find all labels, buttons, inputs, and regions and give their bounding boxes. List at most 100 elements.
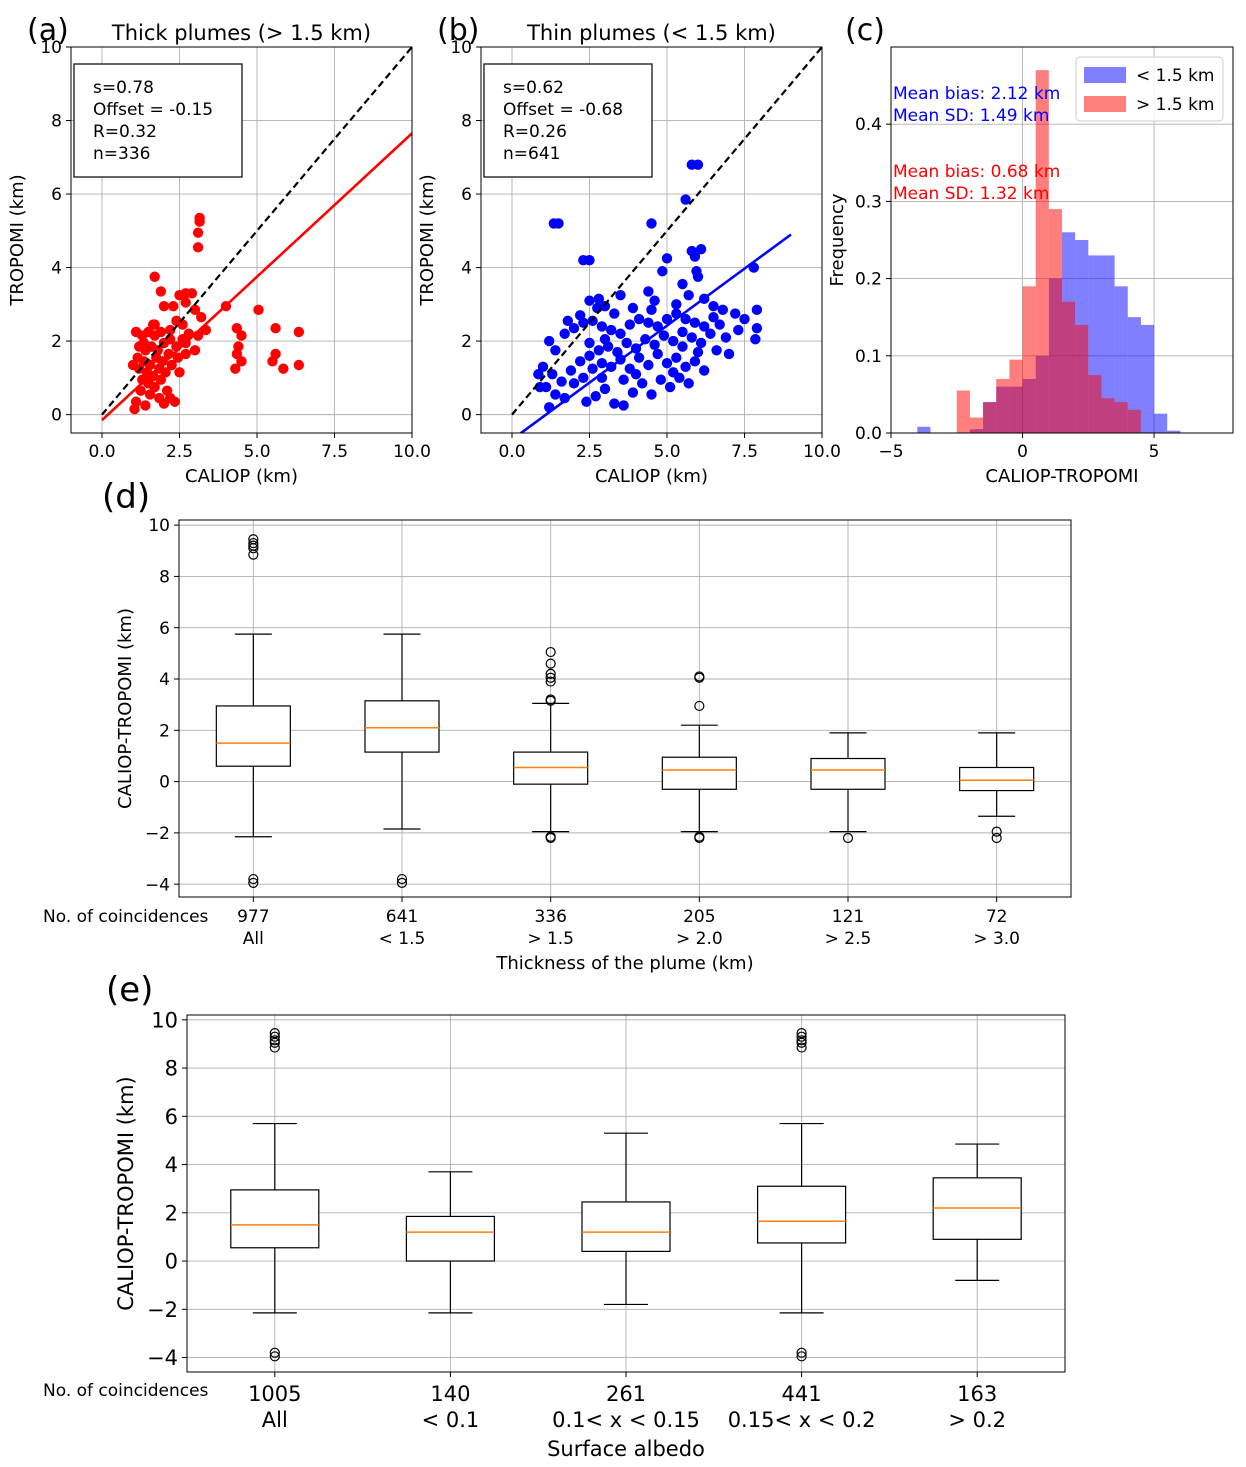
panel-title: Thin plumes (< 1.5 km): [526, 21, 776, 45]
y-tick-label: 0: [159, 773, 170, 793]
x-tick-label: 7.5: [321, 442, 348, 462]
outlier-point: [396, 877, 408, 888]
data-point: [643, 317, 654, 328]
gridlines: [179, 520, 1071, 897]
data-point: [562, 315, 573, 327]
x-tick-label: 5.0: [243, 442, 270, 462]
outlier-point: [796, 1035, 807, 1046]
data-point: [686, 332, 697, 343]
outlier-point: [248, 877, 259, 888]
category-label: 0.15< x < 0.2: [728, 1408, 876, 1432]
plot-frame-e: [186, 1014, 1066, 1373]
data-point: [158, 398, 170, 409]
outlier-point: [991, 826, 1002, 837]
coincidence-count: 641: [386, 907, 418, 927]
stats-line: s=0.78: [93, 78, 154, 98]
data-point: [544, 335, 555, 347]
data-point: [158, 300, 170, 312]
data-point: [144, 389, 156, 400]
category-label: 0.1< x < 0.15: [552, 1408, 700, 1432]
outlier-point: [248, 537, 259, 549]
histogram-bar: [956, 390, 970, 433]
data-point: [664, 381, 676, 393]
data-point: [661, 253, 673, 264]
box-group: [513, 646, 589, 844]
histogram-bar: [1127, 409, 1141, 433]
legend-swatch: [1084, 67, 1126, 83]
data-point: [189, 304, 201, 316]
stats-annotation: Mean bias: 2.12 km: [893, 84, 1060, 104]
data-point: [677, 326, 688, 338]
data-point: [584, 255, 595, 266]
x-tick-label: 0.0: [88, 442, 115, 462]
data-point: [155, 374, 167, 385]
histogram-bar: [1114, 286, 1128, 433]
histogram-bar: [1101, 255, 1115, 433]
y-axis-label: TROPOMI (km): [417, 174, 438, 306]
box-iqr: [215, 705, 291, 767]
data-point: [714, 319, 725, 330]
y-tick-label: 0.2: [855, 270, 882, 290]
stats-line: Offset = -0.68: [503, 100, 623, 120]
y-tick-label: 4: [51, 259, 62, 279]
box-iqr: [959, 766, 1035, 792]
data-point: [127, 359, 139, 371]
box-group: [756, 1027, 847, 1362]
data-point: [533, 368, 544, 380]
data-point: [680, 313, 691, 325]
panel-label: (b): [437, 13, 479, 48]
data-point: [668, 335, 679, 347]
data-point: [278, 363, 289, 374]
data-point: [584, 350, 595, 361]
data-point: [155, 326, 167, 338]
data-point: [155, 286, 167, 297]
regression-line: [518, 233, 792, 433]
outlier-point: [269, 1031, 280, 1042]
category-label: All: [262, 1408, 288, 1432]
box-group: [230, 1027, 320, 1362]
coincidence-count: 163: [957, 1382, 997, 1406]
stats-line: n=641: [503, 144, 560, 164]
histogram-bar: [1140, 324, 1155, 433]
coincidences-label: No. of coincidences: [43, 907, 209, 927]
data-point: [649, 295, 660, 306]
outlier-point: [545, 832, 556, 844]
panel-title: Thick plumes (> 1.5 km): [111, 21, 371, 45]
x-tick-label: 0.0: [498, 442, 525, 462]
data-point: [180, 297, 191, 308]
coincidence-count: 441: [782, 1382, 822, 1406]
y-tick-label: −4: [145, 875, 170, 895]
panel-c: −5 0 5 0.0 0.1 0.2 0.3 0.4 Mean bias: 2.12 km Me…: [827, 13, 1233, 487]
outlier-point: [796, 1351, 807, 1362]
data-point: [689, 251, 701, 262]
coincidence-count: 261: [606, 1382, 646, 1406]
data-point: [587, 315, 598, 327]
histogram-bar: [983, 402, 997, 433]
x-tick-label: 10.0: [803, 442, 841, 462]
box-group: [661, 671, 737, 844]
data-point: [646, 218, 657, 229]
x-tick-label: 10.0: [393, 442, 431, 462]
outlier-point: [396, 873, 408, 885]
data-point: [568, 323, 580, 334]
outlier-point: [796, 1037, 807, 1048]
histogram-series: [956, 70, 1141, 433]
data-point: [169, 396, 181, 407]
y-tick-label: 10: [148, 516, 170, 536]
data-point: [599, 334, 611, 345]
legend-swatch: [1084, 96, 1126, 112]
category-label: All: [243, 929, 264, 949]
box-group: [581, 1132, 671, 1306]
y-tick-label: 4: [159, 670, 170, 690]
data-point: [671, 352, 682, 363]
x-axis-label: Thickness of the plume (km): [495, 953, 753, 974]
y-tick-label: −4: [147, 1346, 178, 1370]
data-point: [609, 398, 620, 409]
data-point: [751, 323, 763, 334]
data-point: [657, 266, 668, 277]
outlier-point: [545, 658, 556, 669]
data-point: [668, 367, 679, 378]
histogram-bar: [1022, 286, 1036, 433]
legend-label: > 1.5 km: [1136, 95, 1215, 115]
